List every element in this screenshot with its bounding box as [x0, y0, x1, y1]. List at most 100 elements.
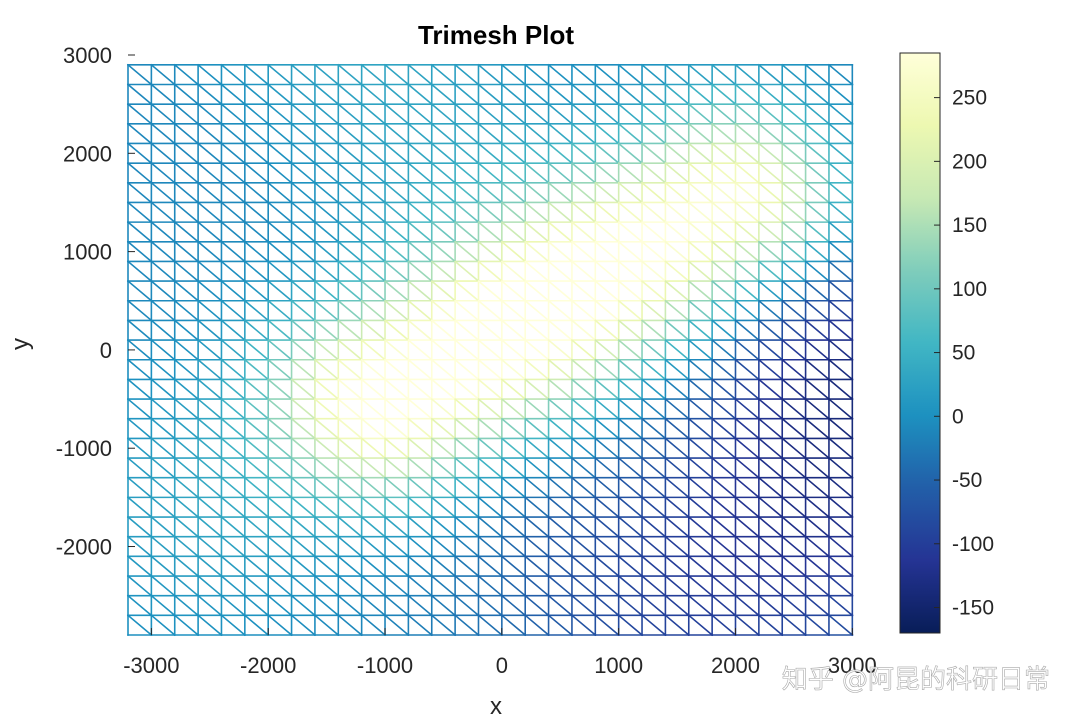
mesh-edge [687, 476, 714, 499]
mesh-edge [781, 594, 807, 617]
mesh-edge [570, 496, 597, 519]
mesh-edge [337, 319, 363, 342]
mesh-edge [383, 142, 410, 165]
mesh-edge [243, 240, 270, 263]
mesh-edge [547, 535, 574, 558]
mesh-edge [664, 594, 690, 617]
mesh-edge [407, 358, 433, 381]
mesh-edge [711, 574, 737, 597]
mesh-edge [430, 614, 457, 637]
mesh-edge [243, 63, 270, 86]
x-axis-label: x [490, 693, 502, 720]
mesh-edge [220, 220, 246, 243]
mesh-edge [711, 456, 737, 479]
x-tick-label: 1000 [594, 653, 643, 678]
mesh-edge [267, 417, 293, 440]
mesh-edge [220, 181, 246, 204]
mesh-edge [453, 397, 480, 420]
mesh-edge [453, 535, 480, 558]
mesh-edge [687, 279, 714, 302]
mesh-edge [524, 279, 550, 302]
mesh-edge [827, 614, 854, 637]
mesh-edge [430, 220, 457, 243]
mesh-edge [407, 614, 433, 637]
mesh-edge [267, 122, 293, 145]
mesh-edge [617, 378, 644, 401]
mesh-edge [734, 240, 760, 263]
mesh-edge [594, 122, 620, 145]
mesh-edge [804, 535, 831, 558]
mesh-edge [337, 279, 363, 302]
mesh-edge [640, 496, 667, 519]
trimesh-surface [126, 63, 854, 637]
mesh-edge [500, 535, 527, 558]
mesh-edge [150, 162, 176, 184]
mesh-edge [804, 162, 831, 184]
mesh-edge [267, 456, 293, 479]
mesh-edge [640, 535, 667, 558]
mesh-edge [337, 555, 363, 578]
mesh-edge [711, 496, 737, 519]
mesh-edge [477, 594, 503, 617]
mesh-edge [290, 279, 317, 302]
mesh-edge [827, 437, 854, 460]
mesh-edge [453, 338, 480, 361]
mesh-edge [407, 535, 433, 558]
mesh-edge [687, 299, 714, 322]
mesh-edge [430, 181, 457, 204]
mesh-edge [547, 496, 574, 519]
mesh-edge [687, 319, 714, 342]
mesh-edge [570, 378, 597, 401]
mesh-edge [196, 260, 223, 283]
mesh-edge [594, 181, 620, 204]
mesh-edge [150, 122, 176, 145]
mesh-edge [500, 103, 527, 125]
mesh-edge [313, 515, 340, 538]
mesh-edge [430, 574, 457, 597]
mesh-edge [594, 515, 620, 538]
mesh-edge [267, 378, 293, 401]
mesh-edge [711, 614, 737, 637]
mesh-edge [500, 496, 527, 519]
mesh-edge [734, 201, 760, 224]
mesh-edge [804, 279, 831, 302]
mesh-edge [734, 397, 760, 420]
mesh-edge [570, 574, 597, 597]
mesh-edge [453, 437, 480, 460]
mesh-edge [267, 299, 293, 322]
mesh-edge [781, 574, 807, 597]
mesh-edge [524, 417, 550, 440]
mesh-edge [126, 299, 153, 322]
mesh-edge [383, 397, 410, 420]
mesh-edge [594, 555, 620, 578]
mesh-edge [173, 201, 200, 224]
mesh-edge [687, 162, 714, 184]
mesh-edge [173, 220, 200, 243]
mesh-edge [524, 555, 550, 578]
mesh-edge [126, 594, 153, 617]
mesh-edge [313, 437, 340, 460]
mesh-edge [220, 83, 246, 106]
mesh-edge [243, 103, 270, 125]
mesh-edge [337, 378, 363, 401]
mesh-edge [827, 515, 854, 538]
mesh-edge [500, 594, 527, 617]
mesh-edge [150, 142, 176, 165]
mesh-edge [360, 614, 387, 637]
mesh-edge [781, 220, 807, 243]
mesh-edge [804, 63, 831, 86]
mesh-edge [267, 594, 293, 617]
mesh-edge [196, 122, 223, 145]
mesh-edge [594, 260, 620, 283]
mesh-edge [640, 614, 667, 637]
mesh-edge [313, 555, 340, 578]
mesh-edge [594, 162, 620, 184]
mesh-edge [407, 417, 433, 440]
mesh-edge [430, 515, 457, 538]
mesh-edge [150, 201, 176, 224]
mesh-edge [524, 142, 550, 165]
mesh-edge [711, 515, 737, 538]
mesh-edge [547, 614, 574, 637]
mesh-edge [640, 378, 667, 401]
